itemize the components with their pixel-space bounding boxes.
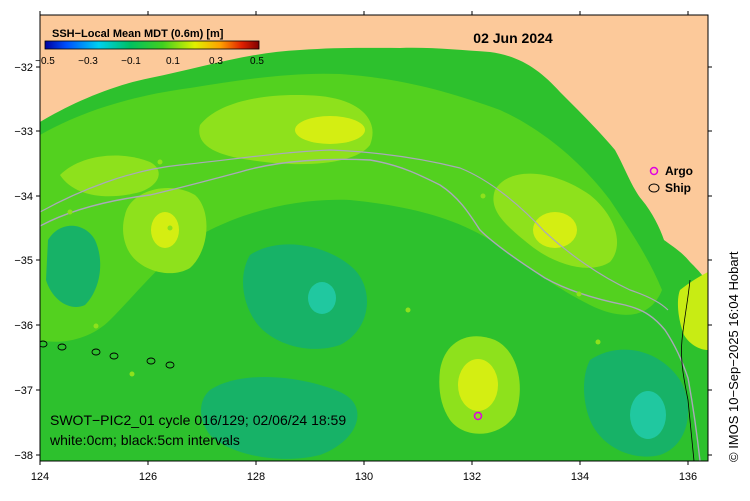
- legend: Argo Ship: [648, 164, 693, 195]
- colorbar-tick: 0.1: [166, 56, 180, 67]
- colorbar-tick: −0.3: [78, 56, 98, 67]
- ship-tracks: [40, 340, 175, 369]
- ssh-yellow-core-north: [295, 116, 365, 144]
- argo-float-marker: [473, 411, 483, 421]
- y-tick-label: −36: [14, 320, 33, 332]
- argo-legend-label: Argo: [665, 164, 693, 178]
- ship-legend-label: Ship: [665, 181, 691, 195]
- float-dots: [67, 159, 601, 377]
- ssh-light-band: [40, 73, 662, 342]
- ssh-yellowgreen-west: [60, 155, 159, 197]
- colorbar-title: SSH−Local Mean MDT (0.6m) [m]: [52, 28, 224, 40]
- ssh-yellowgreen-north: [199, 95, 373, 165]
- y-axis: −32 −33 −34 −35 −36 −37 −38: [14, 62, 712, 462]
- info-line-1: SWOT−PIC2_01 cycle 016/129; 02/06/24 18:…: [50, 412, 346, 428]
- x-tick-label: 126: [139, 471, 157, 483]
- plot-frame: [39, 14, 709, 462]
- x-tick-label: 132: [463, 471, 481, 483]
- ssh-teal-west: [46, 225, 101, 308]
- y-tick-label: −34: [14, 191, 33, 203]
- ssh-cyan-eddy: [308, 282, 336, 314]
- ssh-teal-central: [243, 244, 367, 349]
- colorbar-tick: −0.5: [35, 56, 55, 67]
- shelf-line: [40, 158, 701, 461]
- y-tick-label: −38: [14, 450, 33, 462]
- ssh-yellow-core-south: [458, 359, 498, 411]
- ship-legend-icon: [648, 183, 660, 193]
- colorbar-tick: −0.1: [121, 56, 141, 67]
- ssh-cyan-southeast: [630, 391, 666, 439]
- x-tick-label: 136: [679, 471, 697, 483]
- y-tick-label: −35: [14, 255, 33, 267]
- x-tick-label: 134: [571, 471, 589, 483]
- map-plot: [40, 15, 708, 461]
- info-line-2: white:0cm; black:5cm intervals: [49, 432, 240, 448]
- colorbar: SSH−Local Mean MDT (0.6m) [m] −0.5 −0.3 …: [35, 28, 264, 67]
- ssh-yellow-core-west: [151, 212, 179, 248]
- argo-legend-icon: [649, 166, 659, 176]
- y-tick-label: −37: [14, 385, 33, 397]
- ssh-yellow-core-east: [533, 212, 577, 248]
- shelf-line-inner: [40, 149, 669, 311]
- ssh-teal-south: [201, 377, 358, 459]
- credit-text: © IMOS 10−Sep−2025 16:04 Hobart: [726, 251, 741, 462]
- y-tick-label: −33: [14, 126, 33, 138]
- map-date: 02 Jun 2024: [473, 30, 553, 46]
- x-axis: 124 126 128 130 132 134 136: [31, 11, 697, 483]
- colorbar-gradient: [44, 40, 260, 50]
- y-tick-label: −32: [14, 62, 33, 74]
- x-tick-label: 130: [355, 471, 373, 483]
- ssh-coastal-east: [677, 272, 708, 350]
- colorbar-tick: 0.5: [250, 56, 264, 67]
- colorbar-tick: 0.3: [209, 56, 223, 67]
- contour-black-east: [681, 279, 695, 461]
- x-tick-label: 124: [31, 471, 49, 483]
- x-tick-label: 128: [247, 471, 265, 483]
